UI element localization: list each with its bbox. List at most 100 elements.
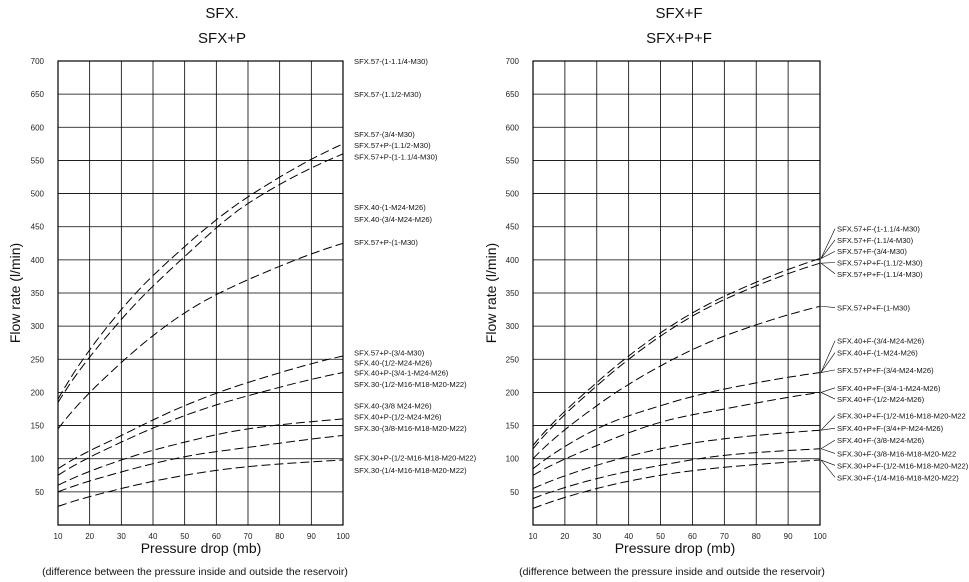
y-tick-label: 300: [506, 322, 520, 331]
y-tick-label: 400: [506, 256, 520, 265]
x-tick-label: 40: [149, 532, 158, 541]
series-label: SFX.57+P-(1.1/2-M30): [354, 141, 431, 150]
series-label: SFX.57+P+F-(1.1/4-M30): [837, 270, 923, 279]
y-tick-label: 150: [506, 422, 520, 431]
y-tick-label: 500: [31, 190, 45, 199]
y-tick-label: 700: [31, 57, 45, 66]
series-label: SFX.57+P+F-(1-M30): [837, 304, 910, 313]
label-leader: [820, 352, 836, 373]
series-line-7: [532, 448, 821, 499]
label-leader: [820, 387, 836, 393]
y-tick-label: 100: [31, 455, 45, 464]
series-label: SFX.57-(1.1/2-M30): [354, 90, 422, 99]
series-label: SFX.40+F-(3/4-M24-M26): [837, 337, 925, 346]
gridlines: [57, 60, 344, 525]
series-label: SFX.40-(3/4-M24-M26): [354, 215, 433, 224]
chart-title-line-1: SFX.: [205, 5, 238, 22]
label-leader: [820, 262, 836, 275]
series-label: SFX.57-(1-1.1/4-M30): [354, 57, 428, 66]
series-label: SFX.57+P-(1-M30): [354, 238, 418, 247]
gridlines: [532, 60, 821, 525]
x-tick-label: 50: [656, 532, 665, 541]
x-tick-label: 50: [180, 532, 189, 541]
series-line-7: [57, 435, 344, 493]
series-label: SFX.30+P+F-(1/2-M16-M18-M20-M22: [837, 412, 966, 421]
chart-panel-2: SFX+F SFX+P+F 10 20 30 40 50 60 70 80 90 100 50 100 15…: [483, 5, 969, 578]
x-tick-label: 30: [117, 532, 126, 541]
y-tick-label: 350: [31, 289, 45, 298]
series-line-2: [57, 153, 344, 403]
series-label: SFX.30-(1/4-M16-M18-M20-M22): [354, 466, 467, 475]
x-tick-label: 70: [244, 532, 253, 541]
series-line-4: [57, 355, 344, 470]
x-tick-label: 100: [336, 532, 350, 541]
label-leader: [820, 340, 836, 373]
series-line-3: [57, 242, 344, 430]
y-axis-label: Flow rate (l/min): [7, 243, 23, 343]
series-label: SFX.57-(3/4-M30): [354, 130, 415, 139]
label-leader: [820, 250, 836, 259]
series-label: SFX.30-(1/2-M16-M18-M20-M22): [354, 380, 467, 389]
plot-frame: [57, 60, 344, 526]
y-tick-label: 50: [510, 488, 519, 497]
y-tick-label: 200: [506, 388, 520, 397]
x-tick-label: 30: [592, 532, 601, 541]
x-tick-label: 20: [560, 532, 569, 541]
series-label: SFX.30+P+F-(1/2-M16-M18-M20-M22): [837, 461, 969, 470]
x-axis-label: Pressure drop (mb): [141, 540, 262, 556]
chart-panel-1: SFX. SFX+P 10 20 30 40 50 60 70 80 90 100 50 100 150 20…: [7, 5, 477, 578]
label-leader: [820, 459, 836, 478]
series-label: SFX.40+P+F-(3/4-1-M24-M26): [837, 384, 941, 393]
x-tick-label: 10: [529, 532, 538, 541]
x-tick-label: 60: [212, 532, 221, 541]
y-tick-label: 250: [31, 355, 45, 364]
series-label: SFX.30-(3/8-M16-M18-M20-M22): [354, 424, 467, 433]
series-label: SFX.30+F-(3/8-M16-M18-M20-M22: [837, 449, 956, 458]
y-tick-label: 550: [31, 156, 45, 165]
plot-frame: [532, 60, 821, 526]
label-leader: [820, 305, 836, 308]
chart-title-line-2: SFX+P: [198, 30, 246, 47]
chart-title-line-1: SFX+F: [655, 5, 702, 22]
series-line-5: [532, 391, 821, 476]
series-label: SFX.40-(3/8 M24-M26): [354, 402, 432, 411]
series-label: SFX.57+F-(1-1.1/4-M30): [837, 225, 920, 234]
y-tick-label: 50: [35, 488, 44, 497]
x-tick-label: 70: [720, 532, 729, 541]
x-tick-label: 80: [275, 532, 284, 541]
y-tick-label: 200: [31, 388, 45, 397]
y-tick-label: 450: [506, 223, 520, 232]
x-axis-label: Pressure drop (mb): [615, 540, 736, 556]
y-tick-label: 600: [506, 123, 520, 132]
series-label: SFX.40-(1/2-M24-M26): [354, 359, 433, 368]
x-tick-label: 100: [813, 532, 827, 541]
series-line-8: [57, 459, 344, 507]
label-leader: [820, 369, 836, 373]
x-tick-label: 20: [85, 532, 94, 541]
y-tick-label: 400: [31, 256, 45, 265]
x-tick-label: 40: [624, 532, 633, 541]
series-label: SFX.40+P-(3/4-1-M24-M26): [354, 369, 449, 378]
chart-title-line-2: SFX+P+F: [646, 30, 712, 47]
series-label: SFX.57+F-(3/4-M30): [837, 247, 907, 256]
y-tick-label: 150: [31, 422, 45, 431]
axis-note: (difference between the pressure inside …: [42, 566, 348, 578]
series-label: SFX.57+P-(1-1.1/4-M30): [354, 152, 438, 161]
y-tick-label: 650: [506, 90, 520, 99]
series-line-3: [532, 305, 821, 460]
series-label: SFX.57+P-(3/4-M30): [354, 349, 425, 358]
label-leader: [820, 239, 836, 259]
series-line-6: [532, 429, 821, 489]
series-label: SFX.40+F-(1-M24-M26): [837, 349, 918, 358]
series-line-5: [57, 372, 344, 476]
series-label: SFX.57+P+F-(1.1/2-M30): [837, 259, 923, 268]
y-axis-label: Flow rate (l/min): [483, 243, 499, 343]
series-label: SFX.57+F-(1.1/4-M30): [837, 236, 914, 245]
y-tick-label: 100: [506, 455, 520, 464]
series-line-1: [532, 258, 821, 446]
series-label: SFX.40+F-(1/2-M24-M26): [837, 395, 925, 404]
series-label: SFX.57+P+F-(3/4-M24-M26): [837, 366, 934, 375]
series-line-8: [532, 459, 821, 509]
y-tick-label: 550: [506, 156, 520, 165]
